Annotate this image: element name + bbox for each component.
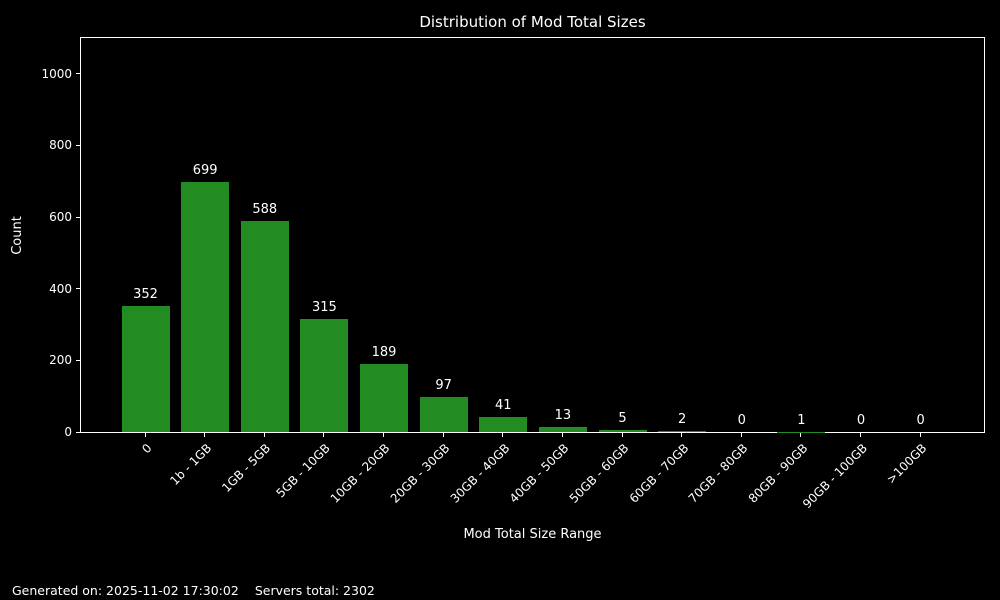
bar-value-label: 5 xyxy=(618,411,627,427)
x-tick-label: 70GB - 80GB xyxy=(685,441,751,506)
x-tick-label: 20GB - 30GB xyxy=(387,441,453,506)
x-tick-mark xyxy=(144,433,146,437)
x-tick-mark xyxy=(860,433,862,437)
x-tick-mark xyxy=(442,433,444,437)
bar-30gb-40gb xyxy=(479,417,528,432)
bar-value-label: 1 xyxy=(797,412,806,428)
x-tick-label: 90GB - 100GB xyxy=(799,441,870,512)
bar-value-label: 588 xyxy=(252,202,278,218)
bar-value-label: 699 xyxy=(192,162,218,178)
bar-value-label: 97 xyxy=(435,378,452,394)
x-axis-title: Mod Total Size Range xyxy=(463,527,602,542)
plot-area: 352 699 588 315 189 97 41 13 5 2 0 1 0 0 xyxy=(80,37,985,433)
bar-value-label: 0 xyxy=(916,413,925,428)
x-tick-mark xyxy=(681,433,683,437)
bar-1gb-5gb xyxy=(240,221,289,432)
y-tick-mark xyxy=(76,144,80,146)
y-tick-mark xyxy=(76,359,80,361)
y-tick-label: 0 xyxy=(64,425,72,439)
bar-1b-1gb xyxy=(181,181,230,432)
generated-on-text: Generated on: 2025-11-02 17:30:02 xyxy=(12,583,239,598)
bar-5gb-10gb xyxy=(300,319,349,432)
bar-value-label: 189 xyxy=(371,345,397,361)
x-tick-label: 0 xyxy=(139,441,155,457)
x-tick-label: 1b - 1GB xyxy=(167,441,215,488)
x-tick-mark xyxy=(383,433,385,437)
y-tick-label: 200 xyxy=(49,353,72,368)
bar-20gb-30gb xyxy=(419,397,468,432)
x-tick-label: 40GB - 50GB xyxy=(507,441,572,506)
y-tick-label: 1000 xyxy=(41,66,72,81)
x-tick-mark xyxy=(204,433,206,437)
y-tick-mark xyxy=(76,73,80,75)
bar-60gb-70gb xyxy=(658,431,707,432)
x-tick-label: >100GB xyxy=(883,441,930,487)
y-tick-mark xyxy=(76,431,80,433)
x-tick-label: 1GB - 5GB xyxy=(219,441,274,495)
x-tick-mark xyxy=(621,433,623,437)
bar-value-label: 13 xyxy=(554,408,572,424)
bar-0 xyxy=(121,305,170,432)
y-tick-label: 400 xyxy=(49,281,72,296)
bar-value-label: 2 xyxy=(678,412,687,428)
bar-value-label: 352 xyxy=(133,286,158,302)
x-tick-mark xyxy=(561,433,563,437)
x-tick-label: 80GB - 90GB xyxy=(745,441,811,506)
x-tick-label: 60GB - 70GB xyxy=(626,441,692,506)
x-tick-mark xyxy=(740,433,742,437)
x-tick-mark xyxy=(800,433,802,437)
x-tick-label: 10GB - 20GB xyxy=(328,441,393,506)
x-tick-mark xyxy=(323,433,325,437)
bar-40gb-50gb xyxy=(538,427,587,432)
x-tick-mark xyxy=(502,433,504,437)
y-tick-mark xyxy=(76,288,80,290)
y-tick-label: 800 xyxy=(49,138,72,153)
bar-10gb-20gb xyxy=(360,364,409,432)
x-tick-label: 5GB - 10GB xyxy=(273,441,334,501)
y-tick-label: 600 xyxy=(49,210,72,225)
bar-value-label: 0 xyxy=(737,413,746,428)
footer: Generated on: 2025-11-02 17:30:02 Server… xyxy=(12,583,375,598)
x-tick-mark xyxy=(263,433,265,437)
bar-value-label: 41 xyxy=(494,398,512,414)
y-tick-mark xyxy=(76,216,80,218)
bar-value-label: 315 xyxy=(311,300,337,316)
chart-title: Distribution of Mod Total Sizes xyxy=(419,13,646,31)
bar-50gb-60gb xyxy=(598,430,647,432)
x-tick-mark xyxy=(919,433,921,437)
servers-total-text: Servers total: 2302 xyxy=(254,583,375,598)
x-tick-label: 50GB - 60GB xyxy=(566,441,632,506)
x-tick-label: 30GB - 40GB xyxy=(447,441,513,506)
bar-value-label: 0 xyxy=(856,413,866,428)
y-axis-title-wrap: Count xyxy=(2,37,32,433)
